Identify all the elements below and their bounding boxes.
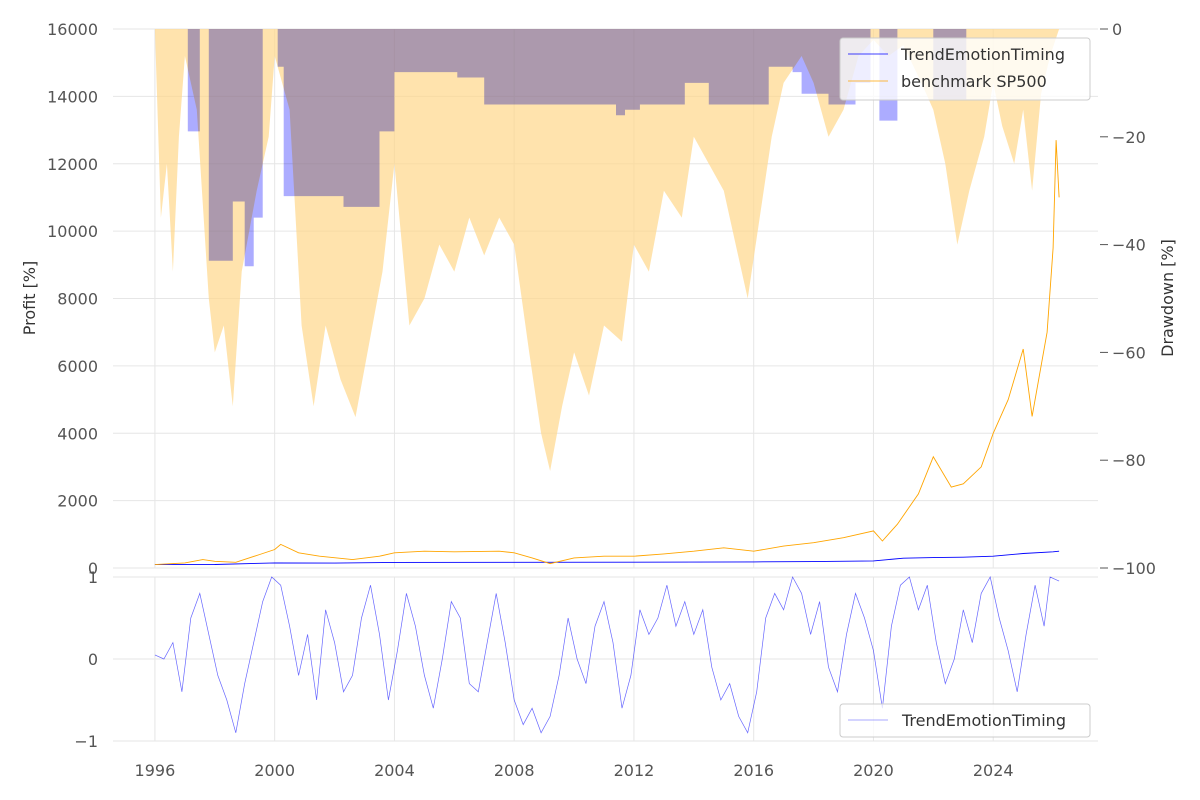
strategy-profit-line [154,550,1060,566]
drawdown-tick-label: −60 [1112,343,1146,362]
timing-axis-ticks: −1 0 1 [74,568,98,751]
timing-tick-label: 0 [88,650,98,669]
x-tick-label: 2024 [973,761,1014,780]
bottom-legend: TrendEmotionTiming [839,703,1091,738]
top-legend-box [839,37,1091,101]
legend-label-benchmark: benchmark SP500 [901,72,1047,91]
drawdown-tick-label: −100 [1112,559,1156,578]
profit-tick-label: 0 [88,559,98,578]
profit-tick-label: 8000 [57,290,98,309]
drawdown-tick-label: −20 [1112,128,1146,147]
timing-tick-label: 1 [88,568,98,587]
x-tick-label: 1996 [135,761,176,780]
timing-signal-line [154,576,1060,734]
profit-tick-label: 6000 [57,357,98,376]
x-tick-label: 2012 [614,761,655,780]
bottom-legend-box [839,703,1091,738]
benchmark-profit-line [154,140,1060,566]
profit-tick-label: 2000 [57,492,98,511]
drawdown-tick-label: −40 [1112,236,1146,255]
profit-tick-label: 14000 [47,87,98,106]
top-legend: TrendEmotionTiming benchmark SP500 [839,37,1091,101]
drawdown-tick-label: −80 [1112,451,1146,470]
profit-tick-label: 16000 [47,20,98,39]
benchmark-drawdown-area [154,29,1060,471]
x-axis-ticks: 1996 2000 2004 2008 2012 2016 2020 2024 [135,761,1014,780]
timing-tick-label: −1 [74,732,98,751]
x-tick-label: 2008 [494,761,535,780]
x-tick-label: 2004 [374,761,415,780]
drawdown-tick-label: 0 [1112,20,1122,39]
timing-lines [154,576,1060,734]
x-tick-label: 2020 [853,761,894,780]
drawdown-areas [154,29,1060,471]
y2-axis-label: Drawdown [%] [1158,239,1177,357]
profit-tick-label: 10000 [47,222,98,241]
profit-axis-ticks: 0 2000 4000 6000 8000 10000 12000 14000 16000 [47,20,98,578]
drawdown-axis-ticks: 0 −20 −40 −60 −80 −100 [1100,20,1156,578]
x-tick-label: 2000 [254,761,295,780]
x-tick-label: 2016 [733,761,774,780]
legend-label-timing: TrendEmotionTiming [901,711,1066,730]
strategy-drawdown-area [154,29,1060,267]
legend-label-strategy: TrendEmotionTiming [900,45,1065,64]
profit-lines [154,140,1060,566]
y-axis-label: Profit [%] [20,261,39,336]
profit-tick-label: 12000 [47,155,98,174]
bottom-grid [113,576,1098,742]
profit-tick-label: 4000 [57,424,98,443]
